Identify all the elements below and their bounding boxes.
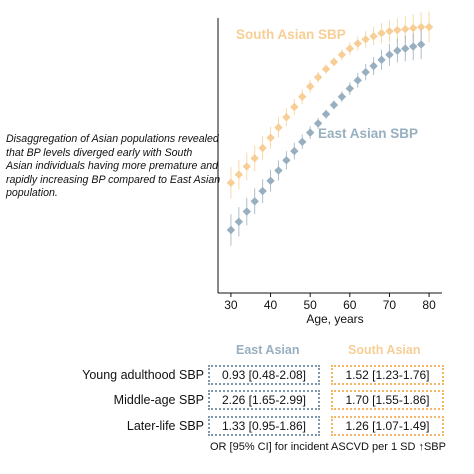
col-header-east-asian: East Asian	[236, 343, 300, 357]
south-asian-point	[337, 50, 347, 59]
south-asian-point	[345, 44, 355, 53]
east-asian-point	[321, 109, 331, 119]
cell-east-later-life: 1.33 [0.95-1.86]	[208, 416, 320, 436]
south-asian-point	[282, 113, 291, 122]
south-asian-point	[298, 92, 307, 101]
east-asian-point	[385, 50, 394, 59]
east-asian-point	[409, 42, 418, 51]
east-asian-point	[345, 84, 355, 93]
south-asian-point	[401, 24, 410, 34]
south-asian-point	[385, 26, 394, 36]
south-asian-point	[313, 73, 323, 82]
x-tick-label-60: 60	[343, 298, 357, 312]
east-asian-point	[290, 146, 299, 156]
description-text: Disaggregation of Asian populations reve…	[6, 133, 221, 199]
east-asian-point	[353, 76, 362, 85]
x-tick-label-30: 30	[224, 298, 238, 312]
east-asian-point	[329, 100, 339, 110]
east-asian-point	[234, 217, 244, 226]
x-tick-label-50: 50	[304, 298, 318, 312]
east-asian-point	[393, 46, 402, 55]
south-asian-point	[377, 29, 386, 38]
table-footnote: OR [95% CI] for incident ASCVD per 1 SD …	[210, 441, 446, 453]
east-asian-point	[266, 176, 275, 185]
south-asian-point	[234, 170, 244, 179]
south-asian-point	[258, 143, 267, 153]
col-header-south-asian: South Asian	[348, 343, 421, 357]
row-label-middle-age: Middle-age SBP	[113, 393, 204, 407]
south-asian-point	[409, 23, 418, 33]
cell-south-middle-age: 1.70 [1.55-1.86]	[331, 390, 444, 410]
x-tick-label-80: 80	[422, 298, 436, 312]
south-asian-point	[424, 22, 434, 32]
x-tick-label-70: 70	[383, 298, 397, 312]
east-asian-point	[282, 156, 291, 165]
row-label-young-adulthood: Young adulthood SBP	[82, 368, 204, 382]
south-asian-point	[369, 32, 378, 41]
east-asian-point	[242, 207, 251, 216]
row-label-later-life: Later-life SBP	[126, 419, 204, 433]
south-asian-point	[226, 178, 236, 188]
series-label-east-asian: East Asian SBP	[318, 126, 418, 141]
east-asian-point	[258, 186, 267, 196]
cell-south-later-life: 1.26 [1.07-1.49]	[331, 416, 444, 436]
cell-east-middle-age: 2.26 [1.65-2.99]	[208, 390, 320, 410]
east-asian-point	[416, 40, 426, 49]
south-asian-point	[353, 39, 362, 48]
south-asian-point	[274, 123, 283, 132]
east-asian-point	[298, 137, 307, 147]
x-axis-label: Age, years	[306, 312, 363, 326]
south-asian-point	[266, 133, 275, 142]
south-asian-point	[329, 57, 339, 67]
east-asian-point	[226, 225, 236, 235]
east-asian-point	[377, 55, 386, 65]
east-asian-point	[401, 44, 410, 53]
east-asian-point	[305, 128, 315, 137]
south-asian-point	[250, 154, 259, 163]
series-label-south-asian: South Asian SBP	[236, 27, 346, 42]
east-asian-point	[361, 67, 370, 77]
south-asian-point	[242, 162, 251, 171]
cell-south-young-adulthood: 1.52 [1.23-1.76]	[331, 365, 444, 385]
x-tick-label-40: 40	[264, 298, 278, 312]
south-asian-point	[321, 64, 331, 74]
south-asian-point	[361, 35, 370, 44]
south-asian-point	[416, 22, 426, 32]
east-asian-point	[369, 61, 378, 71]
east-asian-point	[313, 119, 323, 128]
south-asian-point	[393, 25, 402, 35]
south-asian-point	[305, 82, 315, 91]
cell-east-young-adulthood: 0.93 [0.48-2.08]	[208, 365, 320, 385]
south-asian-point	[290, 102, 299, 112]
east-asian-point	[337, 92, 347, 101]
east-asian-point	[250, 197, 259, 206]
east-asian-point	[274, 166, 283, 175]
